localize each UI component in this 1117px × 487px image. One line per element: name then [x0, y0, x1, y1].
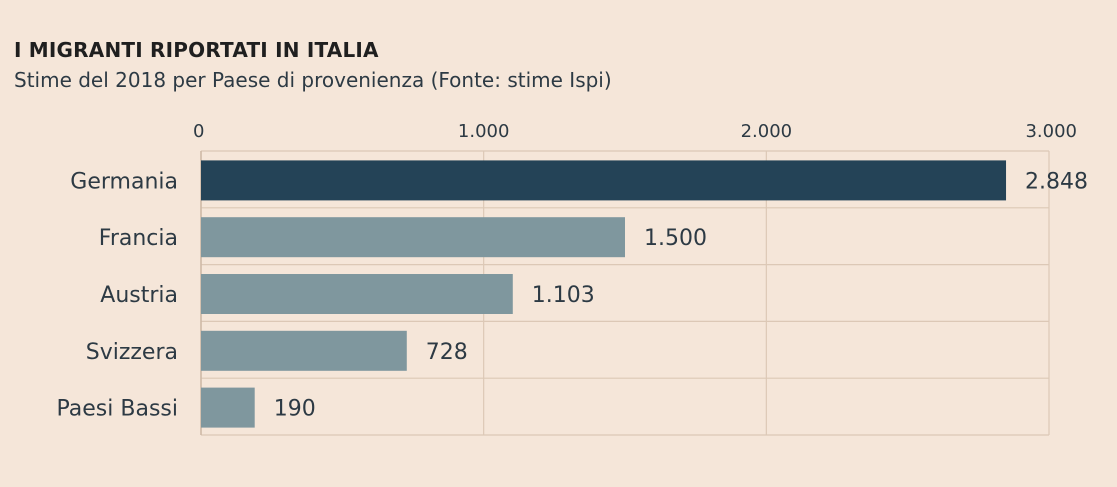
- bar-austria: [201, 274, 513, 314]
- value-label: 190: [274, 397, 316, 422]
- bar-svizzera: [201, 330, 407, 371]
- chart-subtitle: Stime del 2018 per Paese di provenienza …: [14, 68, 612, 92]
- x-tick-label: 2.000: [741, 121, 793, 142]
- value-label: 2.848: [1025, 169, 1088, 194]
- category-label: Paesi Bassi: [57, 397, 178, 422]
- category-label: Germania: [70, 169, 178, 194]
- category-label: Svizzera: [86, 340, 178, 365]
- value-label: 1.103: [532, 283, 595, 308]
- bar-germania: [201, 160, 1007, 201]
- value-label: 728: [426, 340, 468, 365]
- category-label: Francia: [99, 226, 178, 251]
- value-label: 1.500: [644, 226, 707, 251]
- bar-francia: [201, 217, 625, 258]
- x-tick-label: 0: [193, 121, 204, 142]
- chart-title: I MIGRANTI RIPORTATI IN ITALIA: [14, 38, 379, 62]
- bar-paesi-bassi: [201, 387, 255, 428]
- x-tick-label: 3.000: [1025, 121, 1077, 142]
- category-label: Austria: [100, 283, 178, 308]
- x-tick-label: 1.000: [458, 121, 510, 142]
